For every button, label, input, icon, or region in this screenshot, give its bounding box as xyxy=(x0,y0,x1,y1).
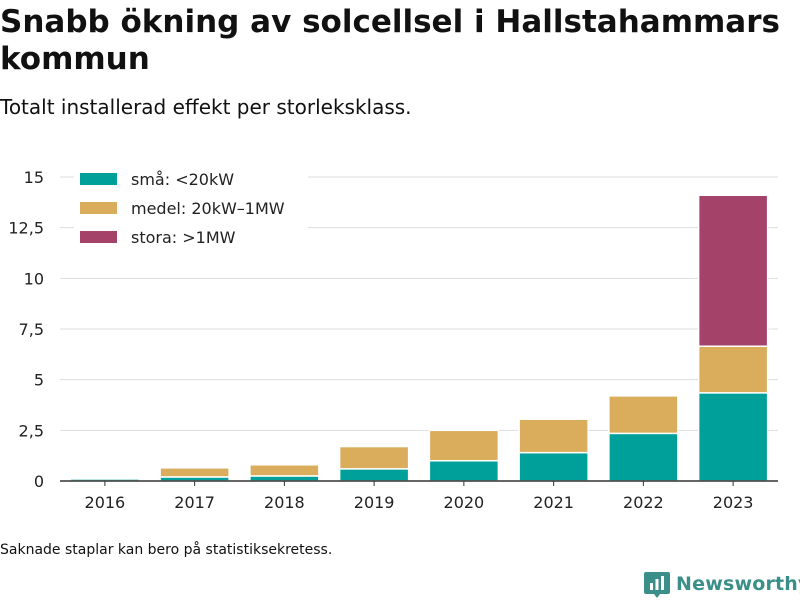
x-tick-label: 2020 xyxy=(444,493,485,512)
stacked-bar-chart: 0 2,5 5 7,5 10 12,5 15 2016 2017 2018 2019 2020 2021… xyxy=(8,166,778,512)
y-tick-label: 12,5 xyxy=(8,219,44,238)
footnote: Saknade staplar kan bero på statistiksek… xyxy=(0,542,333,558)
legend-label: medel: 20kW–1MW xyxy=(131,199,285,218)
bar-segment xyxy=(518,418,589,454)
x-tick-label: 2018 xyxy=(264,493,305,512)
y-tick-label: 7,5 xyxy=(19,320,44,339)
legend-label: stora: >1MW xyxy=(131,228,236,247)
bars xyxy=(69,194,769,482)
bar-segment xyxy=(249,464,320,477)
x-tick-label: 2023 xyxy=(713,493,754,512)
x-tick-label: 2016 xyxy=(85,493,126,512)
bar-segment xyxy=(518,451,589,482)
bar-segment xyxy=(159,467,230,478)
axes: 0 2,5 5 7,5 10 12,5 15 2016 2017 2018 2019 2020 2021… xyxy=(8,168,778,512)
legend-swatch xyxy=(80,202,117,214)
bar-chart-logo-icon xyxy=(644,572,670,598)
bar-segment xyxy=(428,429,500,462)
legend: små: <20kW medel: 20kW–1MW stora: >1MW xyxy=(74,166,308,252)
y-tick-label: 10 xyxy=(24,269,44,288)
x-tick-label: 2021 xyxy=(533,493,574,512)
brand-name: Newsworthy xyxy=(676,573,800,595)
y-tick-label: 5 xyxy=(34,371,44,390)
legend-label: små: <20kW xyxy=(131,170,234,189)
legend-swatch xyxy=(80,231,117,243)
x-tick-label: 2022 xyxy=(623,493,664,512)
y-tick-label: 15 xyxy=(24,168,44,187)
chart-title: Snabb ökning av solcellsel i Hallstahamm… xyxy=(0,4,780,77)
brand-logo[interactable]: Newsworthy xyxy=(644,568,800,600)
bar-segment xyxy=(608,432,679,482)
bar-segment xyxy=(428,459,500,482)
bar-segment xyxy=(697,194,769,347)
bar-segment xyxy=(338,468,410,482)
bar-segment xyxy=(338,445,410,470)
bar-segment xyxy=(697,392,769,482)
x-tick-label: 2017 xyxy=(174,493,215,512)
chart-subtitle: Totalt installerad effekt per storlekskl… xyxy=(0,95,412,119)
y-tick-label: 2,5 xyxy=(19,421,44,440)
bar-segment xyxy=(249,475,320,482)
x-tick-label: 2019 xyxy=(354,493,395,512)
legend-swatch xyxy=(80,173,117,185)
bar-segment xyxy=(608,395,679,435)
bar-segment xyxy=(697,345,769,394)
y-tick-label: 0 xyxy=(34,472,44,491)
